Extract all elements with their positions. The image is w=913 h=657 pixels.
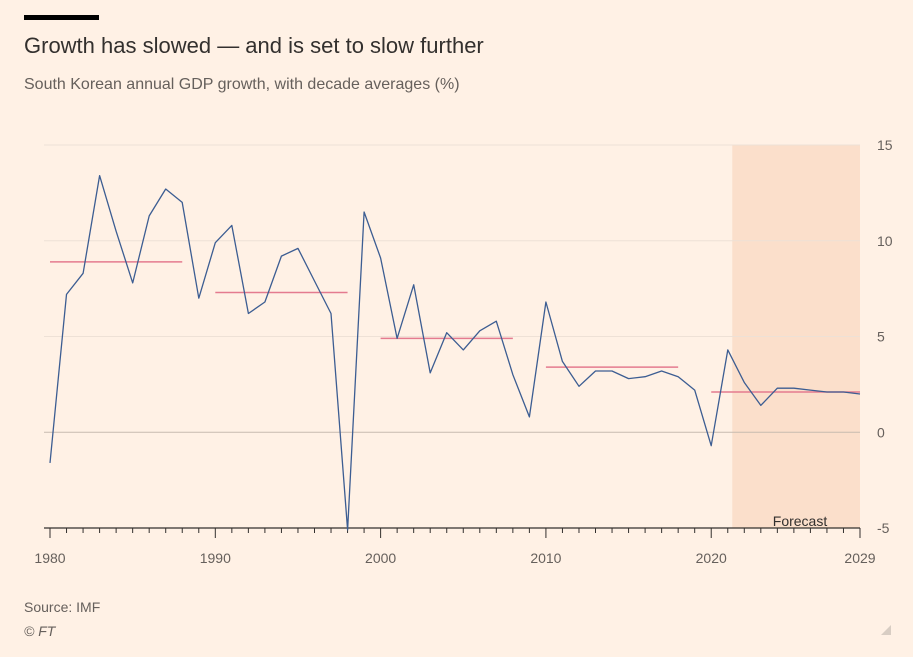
x-tick-label: 2000 [365,550,396,566]
y-tick-label: 0 [877,424,885,440]
source-note: Source: IMF [24,599,101,615]
gdp-growth-line [49,174,861,531]
x-tick-label: 2010 [530,550,561,566]
y-tick-label: 15 [877,137,893,153]
x-tick-label: 1990 [200,550,231,566]
chart-subtitle: South Korean annual GDP growth, with dec… [24,76,460,93]
x-tick-label: 2029 [844,550,875,566]
chart-title: Growth has slowed — and is set to slow f… [24,33,484,58]
y-tick-label: 5 [877,329,885,345]
resize-handle-icon[interactable] [881,625,891,635]
forecast-label: Forecast [773,513,828,529]
x-tick-label: 1980 [34,550,65,566]
y-tick-label: -5 [877,520,890,536]
brand-bar [24,15,99,20]
x-tick-label: 2020 [696,550,727,566]
credit-note: © FT [24,623,56,639]
y-tick-label: 10 [877,233,893,249]
